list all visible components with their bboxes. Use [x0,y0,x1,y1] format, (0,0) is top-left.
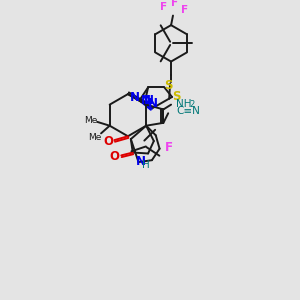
Text: N: N [148,97,158,110]
Text: F: F [171,0,178,8]
Text: N: N [144,94,154,107]
Text: H: H [142,160,150,170]
Text: N: N [141,94,151,107]
Text: C≡N: C≡N [177,106,201,116]
Text: F: F [165,141,173,154]
Text: O: O [104,134,114,148]
Text: N: N [130,92,140,104]
Text: N: N [135,154,146,168]
Text: Me: Me [84,116,97,125]
Text: F: F [160,2,167,12]
Text: NH: NH [176,99,191,109]
Text: O: O [110,150,120,163]
Text: S: S [164,79,172,92]
Text: 2: 2 [189,100,194,109]
Text: S: S [172,89,181,103]
Text: Me: Me [88,133,101,142]
Text: F: F [181,5,188,15]
